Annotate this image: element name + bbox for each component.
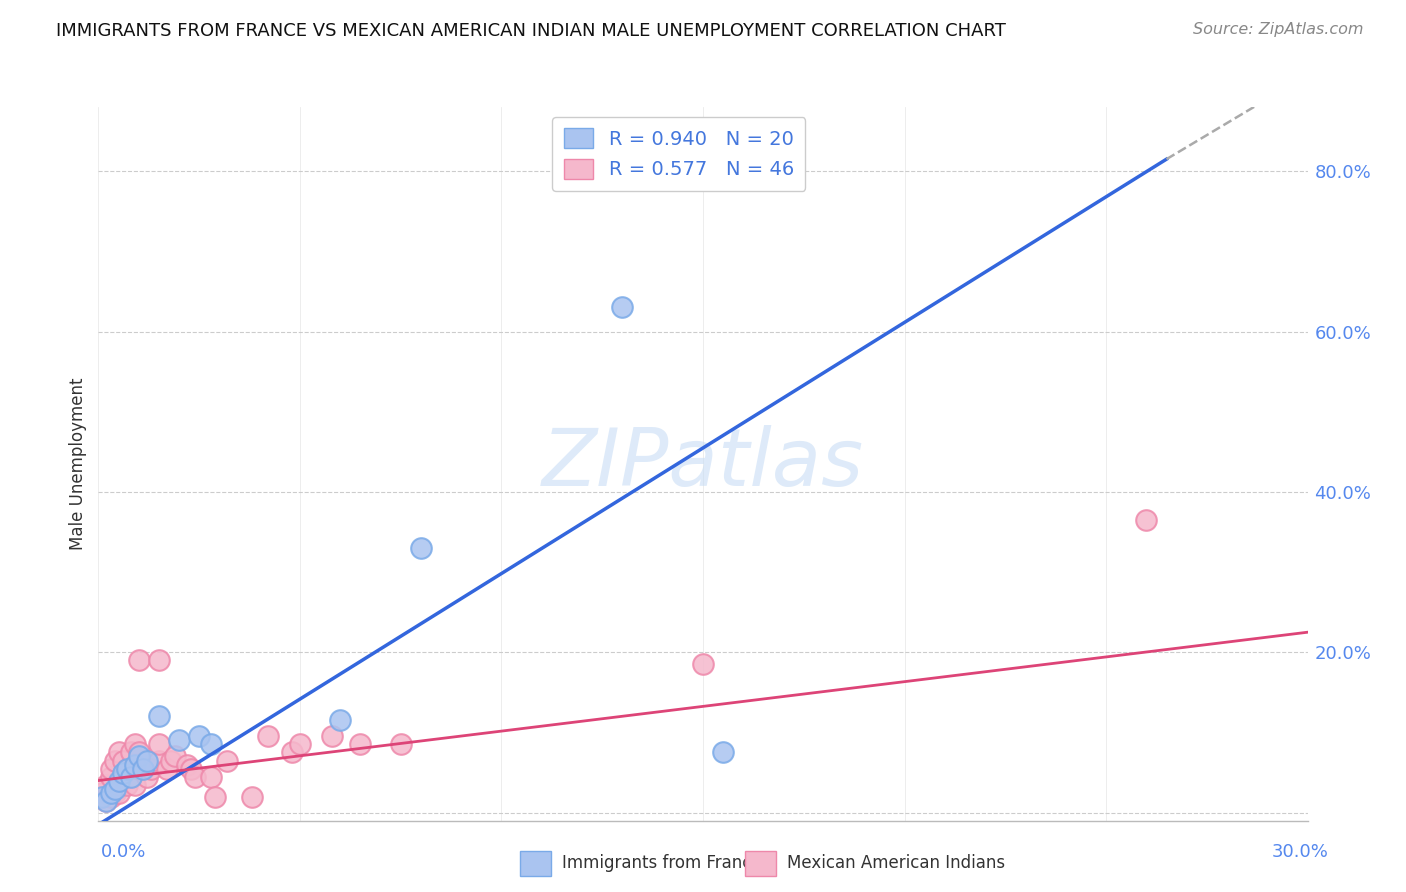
Text: 30.0%: 30.0% xyxy=(1272,843,1329,861)
Point xyxy=(188,730,211,744)
Point xyxy=(107,778,129,792)
Point xyxy=(96,794,118,808)
Point xyxy=(135,754,157,768)
Point xyxy=(288,738,311,752)
Point xyxy=(128,762,150,776)
Point xyxy=(329,714,352,728)
Point xyxy=(107,746,129,760)
Point xyxy=(107,773,129,788)
Point xyxy=(103,781,125,796)
Y-axis label: Male Unemployment: Male Unemployment xyxy=(69,377,87,550)
Point xyxy=(204,789,226,804)
Point xyxy=(160,754,183,768)
Point xyxy=(200,770,222,784)
Point xyxy=(148,709,170,723)
Point xyxy=(163,749,186,764)
Point xyxy=(100,786,122,800)
Point xyxy=(120,770,142,784)
Point xyxy=(128,746,150,760)
Point xyxy=(111,770,134,784)
Point xyxy=(148,653,170,667)
Point xyxy=(148,738,170,752)
Point xyxy=(1135,513,1157,527)
Point xyxy=(111,765,134,780)
Point xyxy=(217,754,239,768)
Point xyxy=(184,770,207,784)
Point xyxy=(124,738,146,752)
Point xyxy=(100,789,122,804)
Point xyxy=(120,746,142,760)
Point xyxy=(124,778,146,792)
Point xyxy=(389,738,412,752)
Point xyxy=(100,762,122,776)
Point xyxy=(256,730,278,744)
Point xyxy=(115,778,138,792)
Text: Mexican American Indians: Mexican American Indians xyxy=(787,855,1005,872)
Point xyxy=(167,733,190,747)
Point xyxy=(240,789,263,804)
Point xyxy=(115,762,138,776)
Point xyxy=(128,749,150,764)
Legend: R = 0.940   N = 20, R = 0.577   N = 46: R = 0.940 N = 20, R = 0.577 N = 46 xyxy=(553,117,806,191)
Point xyxy=(200,738,222,752)
Point xyxy=(111,754,134,768)
Point xyxy=(107,786,129,800)
Point xyxy=(132,762,155,776)
Text: 0.0%: 0.0% xyxy=(101,843,146,861)
Point xyxy=(96,794,118,808)
Point xyxy=(124,757,146,772)
Point xyxy=(349,738,371,752)
Point xyxy=(321,730,343,744)
Point xyxy=(115,762,138,776)
Point xyxy=(156,762,179,776)
Text: IMMIGRANTS FROM FRANCE VS MEXICAN AMERICAN INDIAN MALE UNEMPLOYMENT CORRELATION : IMMIGRANTS FROM FRANCE VS MEXICAN AMERIC… xyxy=(56,22,1007,40)
Point xyxy=(139,762,162,776)
Point xyxy=(91,789,114,804)
Point xyxy=(120,770,142,784)
Text: ZIPatlas: ZIPatlas xyxy=(541,425,865,503)
Text: Immigrants from France: Immigrants from France xyxy=(562,855,762,872)
Point xyxy=(103,786,125,800)
Point xyxy=(91,786,114,800)
Point xyxy=(100,770,122,784)
Point xyxy=(612,301,634,315)
Text: Source: ZipAtlas.com: Source: ZipAtlas.com xyxy=(1194,22,1364,37)
Point xyxy=(148,754,170,768)
Point xyxy=(692,657,714,672)
Point xyxy=(91,789,114,804)
Point xyxy=(180,762,202,776)
Point xyxy=(711,746,734,760)
Point xyxy=(281,746,304,760)
Point xyxy=(128,653,150,667)
Point xyxy=(176,757,198,772)
Point xyxy=(135,770,157,784)
Point xyxy=(409,541,432,555)
Point xyxy=(96,778,118,792)
Point xyxy=(103,754,125,768)
